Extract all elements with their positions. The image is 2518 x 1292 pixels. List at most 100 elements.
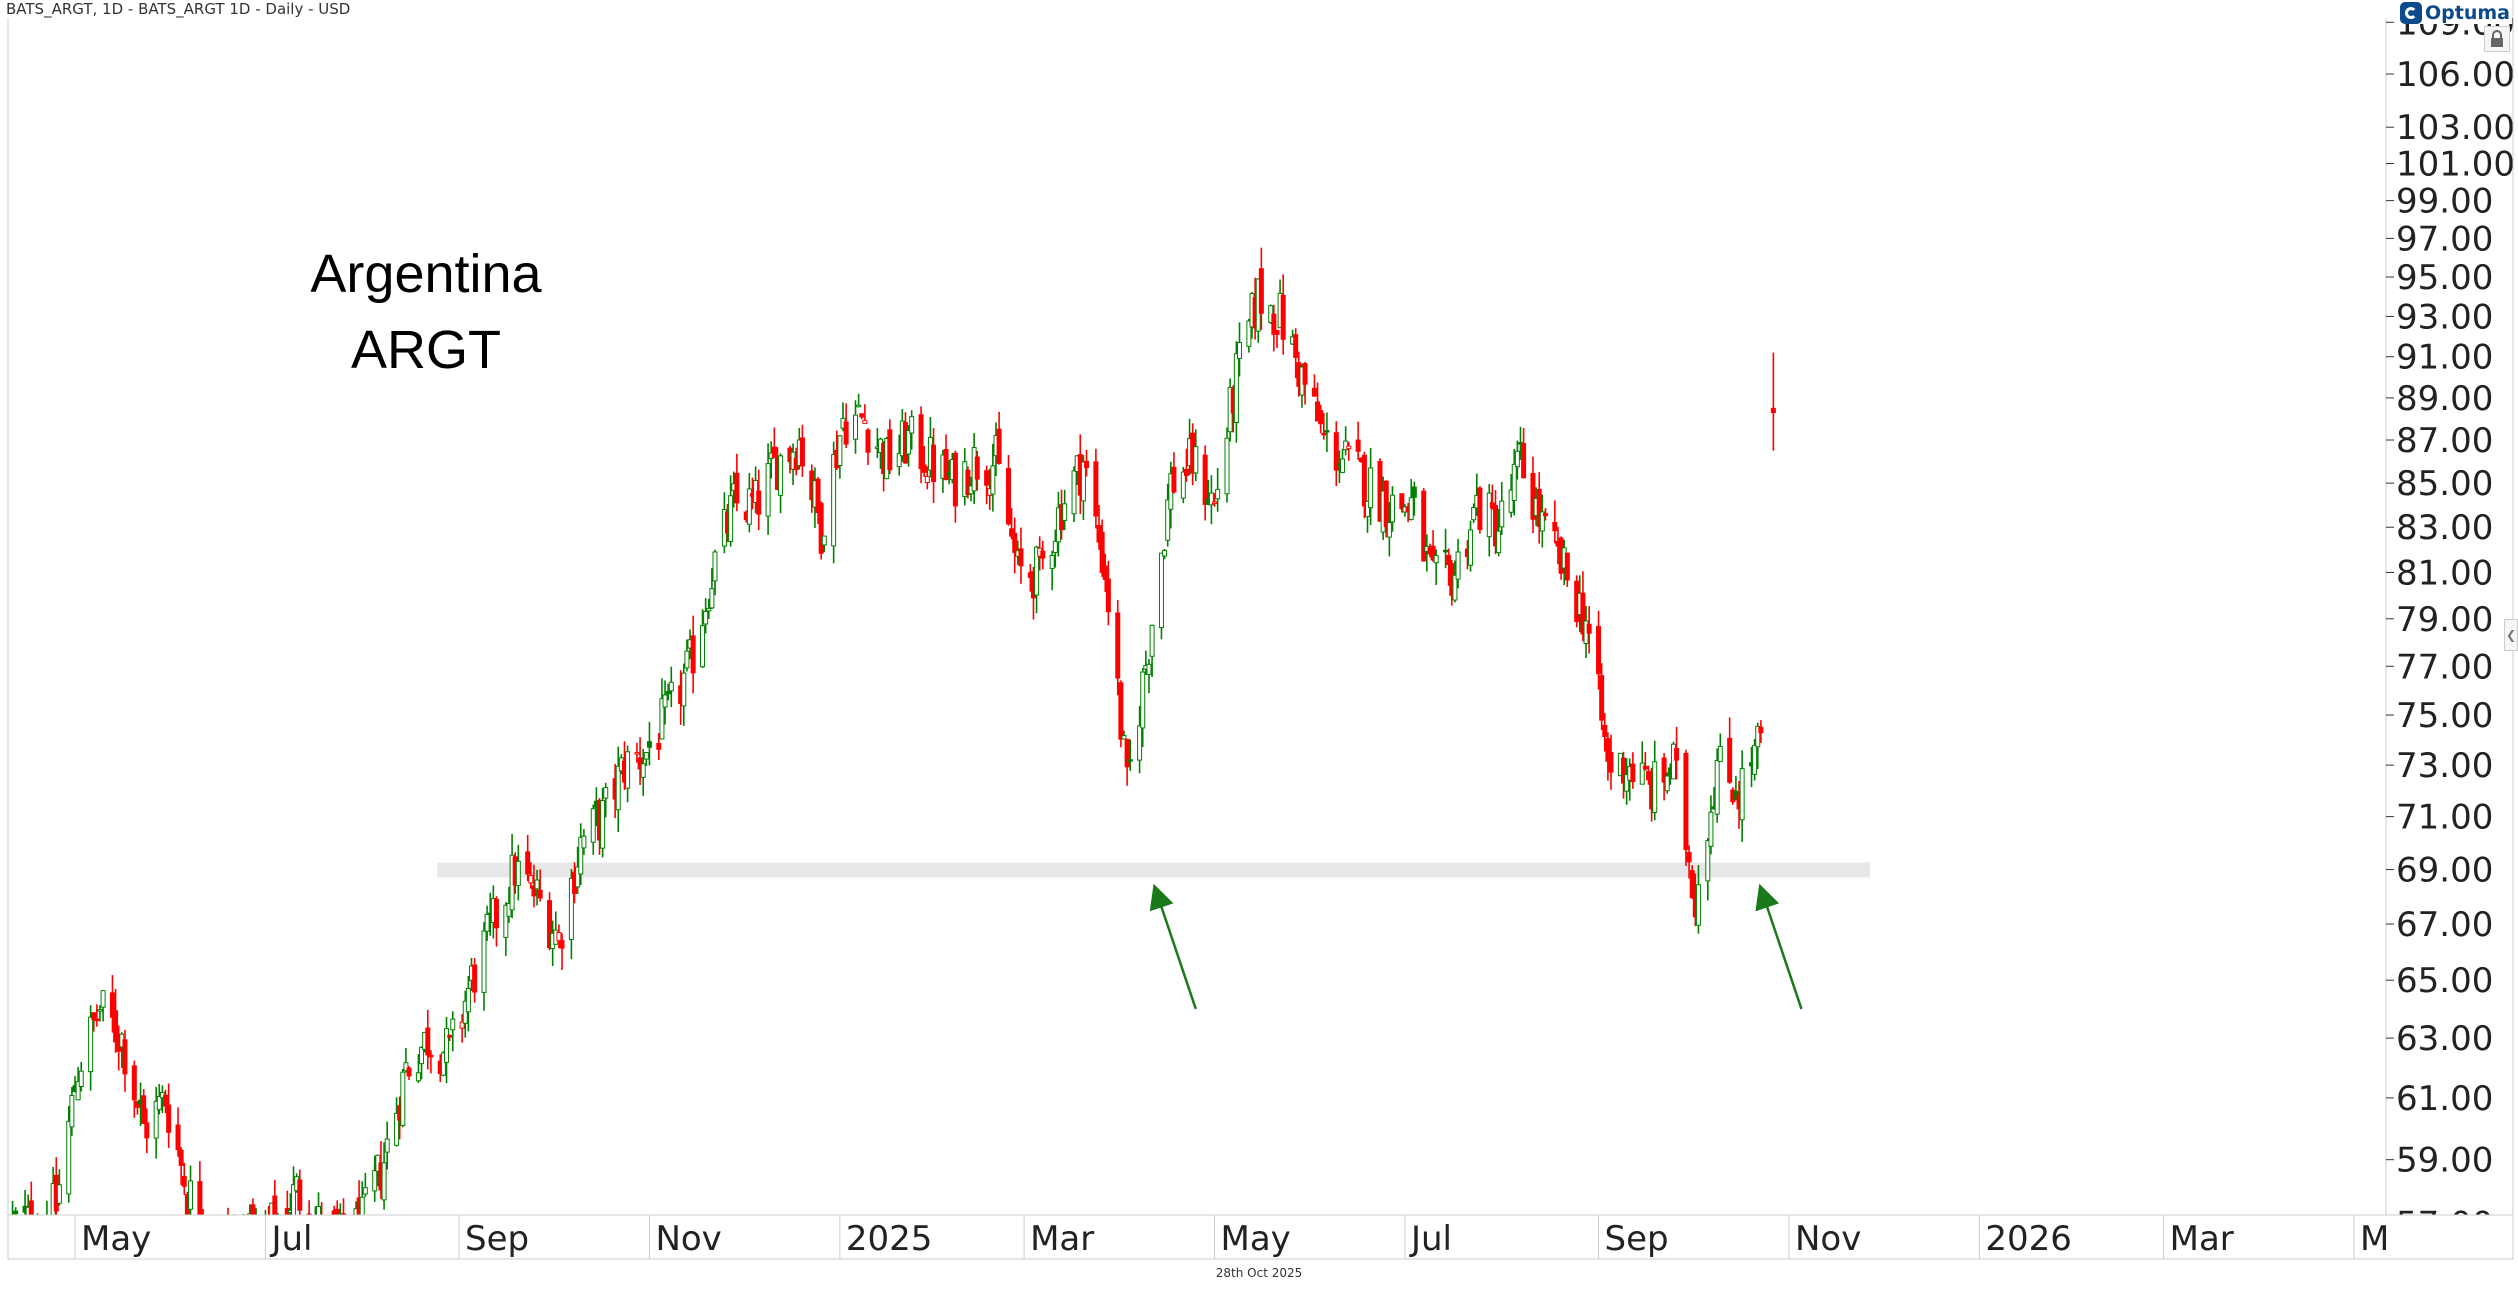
candle-body (297, 1179, 303, 1211)
candle-body (990, 465, 996, 495)
candle-body (56, 1184, 62, 1204)
candle-body (1386, 522, 1392, 538)
candle-body (75, 1081, 81, 1101)
candle-body (700, 625, 706, 668)
candle-body (974, 456, 980, 480)
candle-body (818, 502, 824, 554)
candle-body (837, 435, 843, 467)
candle-body (1602, 724, 1608, 738)
x-axis[interactable] (7, 1214, 2514, 1260)
candle-body (1486, 492, 1492, 538)
candle-body (97, 1009, 103, 1012)
candle-body (906, 430, 912, 455)
y-tick-label: 95.00 (2396, 258, 2493, 298)
candle-body (1708, 811, 1714, 847)
candle-body (1552, 521, 1558, 532)
candle-body (646, 741, 652, 748)
candle-body (821, 535, 827, 546)
candle-body (859, 413, 865, 418)
candle-body (356, 1197, 362, 1215)
candle-body (1324, 430, 1330, 433)
candle-body (1468, 529, 1474, 566)
candle-body (247, 1213, 253, 1215)
candle-body (1695, 884, 1701, 926)
candle-body (472, 964, 478, 993)
footer-date: 28th Oct 2025 (1215, 1266, 1303, 1280)
candle-body (615, 765, 621, 811)
x-tick-label: May (81, 1219, 151, 1259)
annotation-arrow (1755, 883, 1803, 1010)
candle-body (316, 1205, 322, 1215)
candle-body (843, 421, 849, 445)
candle-body (1258, 268, 1264, 314)
candle-body (1212, 501, 1218, 505)
y-tick-label: 97.00 (2396, 219, 2493, 259)
candle-body (909, 416, 915, 434)
y-tick-label: 67.00 (2396, 905, 2493, 945)
candle-body (415, 1072, 421, 1082)
x-tick-label: Nov (1795, 1219, 1861, 1259)
candle-body (1180, 471, 1186, 499)
candle-body (734, 472, 740, 504)
candle-body (1714, 760, 1720, 815)
candle-body (1521, 442, 1527, 479)
y-tick-label: 71.00 (2396, 798, 2493, 838)
lock-button[interactable] (2484, 26, 2510, 52)
candle-body (1233, 353, 1239, 423)
candle-body (153, 1100, 159, 1139)
candle-body (381, 1162, 387, 1201)
candle-body (13, 1210, 19, 1215)
candle-body (1293, 334, 1299, 358)
candle-body (681, 672, 687, 707)
candle-body (765, 463, 771, 517)
candle-body (534, 879, 540, 890)
candle-body (887, 429, 893, 471)
candle-body (1630, 763, 1636, 783)
candle-body (1670, 743, 1676, 780)
candle-body (69, 1095, 75, 1128)
candle-body (1455, 551, 1461, 580)
candle-body (181, 1175, 187, 1187)
candle-body (1062, 503, 1068, 521)
candle-body (1071, 470, 1077, 515)
candle-body (465, 987, 471, 1013)
candle-body (100, 990, 106, 1008)
candle-body (778, 455, 784, 496)
candle-body (1477, 487, 1483, 530)
y-tick-label: 75.00 (2396, 696, 2493, 736)
candle-body (113, 1010, 119, 1043)
collapse-panel-button[interactable]: ❮ (2504, 619, 2518, 651)
candle-body (78, 1070, 84, 1088)
candle-body (1365, 500, 1371, 518)
candle-body (1642, 765, 1648, 770)
chevron-left-icon: ❮ (2505, 628, 2517, 642)
candle-body (66, 1120, 72, 1195)
candle-body (815, 478, 821, 514)
candle-body (1621, 757, 1627, 784)
candle-body (1430, 545, 1436, 561)
candle-body (1717, 746, 1723, 762)
candle-body (141, 1095, 147, 1124)
candle-body (1686, 851, 1692, 863)
candle-body (372, 1170, 378, 1192)
candle-body (575, 866, 581, 888)
candle-body (109, 992, 115, 1018)
candle-body (1608, 751, 1614, 773)
candle-body (1084, 460, 1090, 468)
candle-body (1361, 454, 1367, 507)
candle-body (921, 464, 927, 473)
candle-body (1146, 663, 1152, 676)
candle-body (1080, 461, 1086, 502)
candle-body (1752, 744, 1758, 775)
candle-body (1471, 507, 1477, 521)
candle-body (403, 1062, 409, 1072)
candle-body (163, 1094, 169, 1107)
candle-body (853, 414, 858, 440)
candle-body (1118, 682, 1124, 740)
candle-body (1443, 549, 1449, 553)
candle-body (175, 1124, 181, 1151)
candle-body (1052, 540, 1058, 554)
y-tick-label: 93.00 (2396, 297, 2493, 337)
candle-body (1127, 759, 1133, 762)
